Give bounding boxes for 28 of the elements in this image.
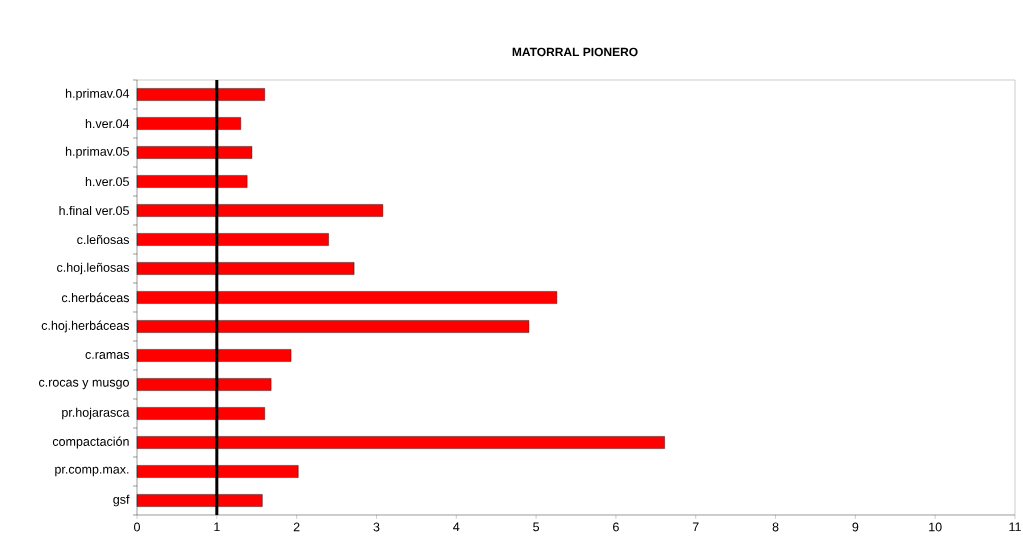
y-tick-label: c.rocas y musgo bbox=[39, 379, 129, 390]
x-tick-label: 1 bbox=[214, 522, 220, 532]
x-tick-label: 2 bbox=[293, 522, 300, 532]
x-tick-label: 3 bbox=[373, 522, 380, 532]
y-tick-label: c.ramas bbox=[85, 352, 130, 359]
y-tick-label: h.final ver.05 bbox=[59, 205, 129, 216]
y-tick-label: c.hoj.herbáceas bbox=[41, 320, 130, 333]
chart-title: MATORRAL PIONERO bbox=[512, 47, 638, 57]
y-tick-label: h.ver.05 bbox=[85, 176, 129, 187]
x-tick-label: 10 bbox=[929, 522, 942, 532]
y-tick-label: h.primav.04 bbox=[65, 88, 130, 101]
y-tick-label: pr.hojarasca bbox=[62, 407, 130, 420]
x-tick-label: 9 bbox=[852, 522, 859, 532]
y-tick-label: h.primav.05 bbox=[65, 146, 129, 159]
y-tick-label: compactación bbox=[52, 436, 129, 449]
y-tick-label: h.ver.04 bbox=[85, 118, 130, 129]
x-tick-label: 8 bbox=[772, 522, 779, 532]
x-tick-label: 11 bbox=[1009, 522, 1021, 532]
y-tick-label: pr.comp.max. bbox=[55, 466, 129, 477]
y-tick-label: c.herbáceas bbox=[61, 292, 130, 303]
y-tick-label: gsf bbox=[113, 494, 130, 507]
x-tick-label: 6 bbox=[613, 522, 619, 532]
y-tick-label: c.hoj.leñosas bbox=[57, 262, 130, 275]
x-tick-label: 7 bbox=[692, 522, 699, 532]
x-tick-label: 0 bbox=[134, 522, 140, 532]
y-tick-label: c.leñosas bbox=[77, 234, 130, 245]
x-tick-label: 5 bbox=[533, 522, 540, 532]
x-tick-label: 4 bbox=[453, 522, 460, 532]
